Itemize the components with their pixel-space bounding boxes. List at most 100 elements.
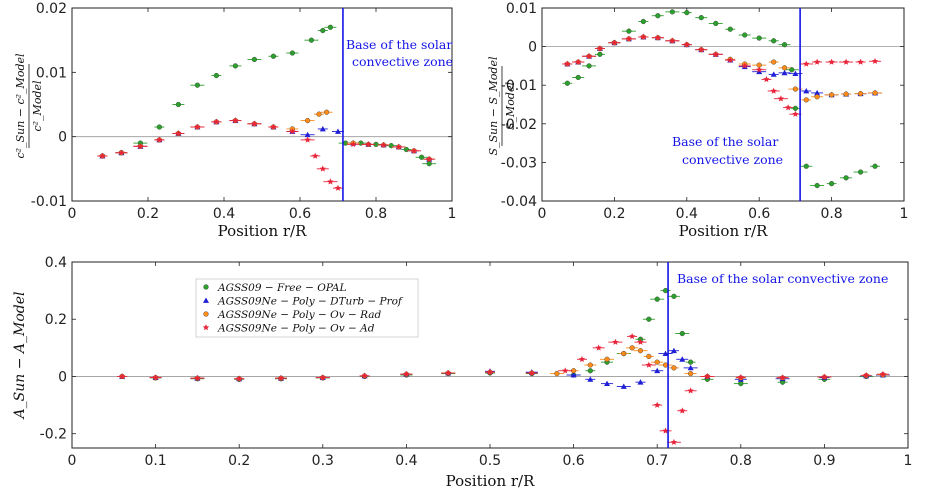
data-point bbox=[604, 380, 611, 387]
chart-entropy: 0 0.2 0.4 0.6 0.8 1 -0.04 -0.03 -0.02 -0.01 0 0.01… bbox=[487, 1, 908, 240]
data-point bbox=[670, 438, 678, 446]
data-point bbox=[803, 60, 810, 67]
data-point bbox=[792, 70, 799, 77]
data-point bbox=[687, 387, 694, 394]
x-tick-label: 0.7 bbox=[646, 453, 668, 469]
data-point bbox=[738, 381, 744, 387]
data-point bbox=[194, 82, 201, 88]
annotation-line-1: Base of the solar bbox=[672, 134, 778, 149]
data-point bbox=[629, 345, 635, 351]
data-point bbox=[304, 136, 311, 143]
data-point bbox=[637, 379, 644, 385]
series-agss09ne-poly-ov-rad bbox=[117, 345, 889, 382]
data-point bbox=[319, 374, 327, 381]
data-point bbox=[361, 372, 368, 379]
data-point bbox=[640, 18, 646, 25]
x-tick-label: 0.3 bbox=[312, 453, 334, 469]
data-point bbox=[781, 42, 788, 48]
data-point bbox=[118, 149, 125, 156]
data-point bbox=[486, 368, 494, 375]
data-point bbox=[316, 111, 322, 117]
legend-label: AGSS09 − Free − OPAL bbox=[217, 282, 347, 294]
data-point bbox=[305, 117, 311, 124]
data-point bbox=[637, 348, 644, 354]
data-point bbox=[755, 66, 763, 73]
x-tick-label: 0.8 bbox=[365, 206, 387, 222]
data-point bbox=[784, 104, 792, 111]
data-point bbox=[741, 62, 748, 69]
data-point bbox=[327, 24, 334, 30]
data-point bbox=[324, 109, 330, 115]
data-point bbox=[671, 293, 677, 299]
data-point bbox=[803, 163, 809, 169]
data-point bbox=[645, 361, 653, 368]
x-tick-label: 0.6 bbox=[748, 206, 770, 222]
chart-a-parameter: 0 0.1 0.2 0.3 0.4 0.5 0.6 0.7 0.8 0.9 1 -0.200.20.… bbox=[12, 255, 912, 490]
data-point bbox=[792, 86, 799, 92]
data-point bbox=[235, 375, 243, 382]
y-tick-label: 0.01 bbox=[36, 65, 67, 81]
data-point bbox=[334, 184, 342, 191]
data-point bbox=[289, 128, 296, 135]
data-point bbox=[596, 45, 604, 52]
data-point bbox=[232, 63, 239, 69]
data-point bbox=[653, 401, 661, 408]
data-point bbox=[756, 68, 763, 75]
data-point bbox=[679, 407, 686, 414]
data-point bbox=[595, 344, 602, 351]
x-tick-label: 0.5 bbox=[479, 453, 501, 469]
data-point bbox=[662, 362, 669, 368]
x-tick-label: 1 bbox=[448, 206, 457, 222]
data-point bbox=[688, 371, 694, 377]
data-point bbox=[843, 175, 849, 181]
x-tick-label: 0.6 bbox=[289, 206, 311, 222]
y-tick-label: -0.02 bbox=[501, 117, 537, 133]
data-point bbox=[763, 76, 770, 83]
data-point bbox=[213, 118, 220, 125]
data-point bbox=[425, 155, 433, 162]
legend-marker bbox=[202, 324, 210, 331]
y-tick-label: -0.04 bbox=[501, 194, 537, 210]
data-point bbox=[194, 123, 201, 130]
x-tick-label: 0.2 bbox=[228, 453, 250, 469]
data-point bbox=[777, 95, 785, 102]
data-point bbox=[742, 32, 748, 38]
plot-frame bbox=[541, 7, 905, 202]
data-point bbox=[872, 163, 878, 169]
data-point bbox=[612, 338, 619, 345]
data-point bbox=[587, 368, 593, 374]
data-point bbox=[152, 374, 159, 381]
data-point bbox=[320, 27, 326, 34]
data-point bbox=[213, 72, 220, 79]
data-point bbox=[335, 128, 341, 134]
data-point bbox=[704, 373, 711, 380]
data-point bbox=[655, 13, 661, 19]
data-point bbox=[842, 58, 850, 65]
data-point bbox=[684, 10, 690, 16]
data-point bbox=[251, 120, 258, 127]
data-point bbox=[327, 178, 334, 185]
data-point bbox=[587, 376, 594, 382]
data-point bbox=[857, 169, 864, 175]
data-point bbox=[737, 373, 745, 381]
data-point bbox=[712, 50, 719, 58]
data-point bbox=[781, 69, 788, 76]
y-tick-label: 0 bbox=[58, 369, 67, 385]
data-point bbox=[654, 34, 662, 41]
data-point bbox=[349, 140, 357, 148]
data-point bbox=[646, 353, 652, 360]
data-point bbox=[654, 367, 661, 374]
x-tick-label: 0.4 bbox=[395, 453, 417, 469]
x-tick-label: 1 bbox=[900, 206, 909, 222]
y-tick-label: -0.03 bbox=[501, 155, 537, 171]
data-point bbox=[175, 101, 182, 108]
x-tick-label: 0.6 bbox=[562, 453, 584, 469]
data-point bbox=[654, 296, 660, 302]
data-point bbox=[857, 91, 864, 97]
data-point bbox=[403, 370, 410, 377]
data-point bbox=[118, 373, 126, 380]
legend-label: AGSS09Ne − Poly − Ov − Rad bbox=[217, 309, 382, 321]
x-axis-label: Position r/R bbox=[446, 472, 536, 490]
y-axis-label-numerator: c²_Sun − c²_Model bbox=[14, 53, 27, 158]
